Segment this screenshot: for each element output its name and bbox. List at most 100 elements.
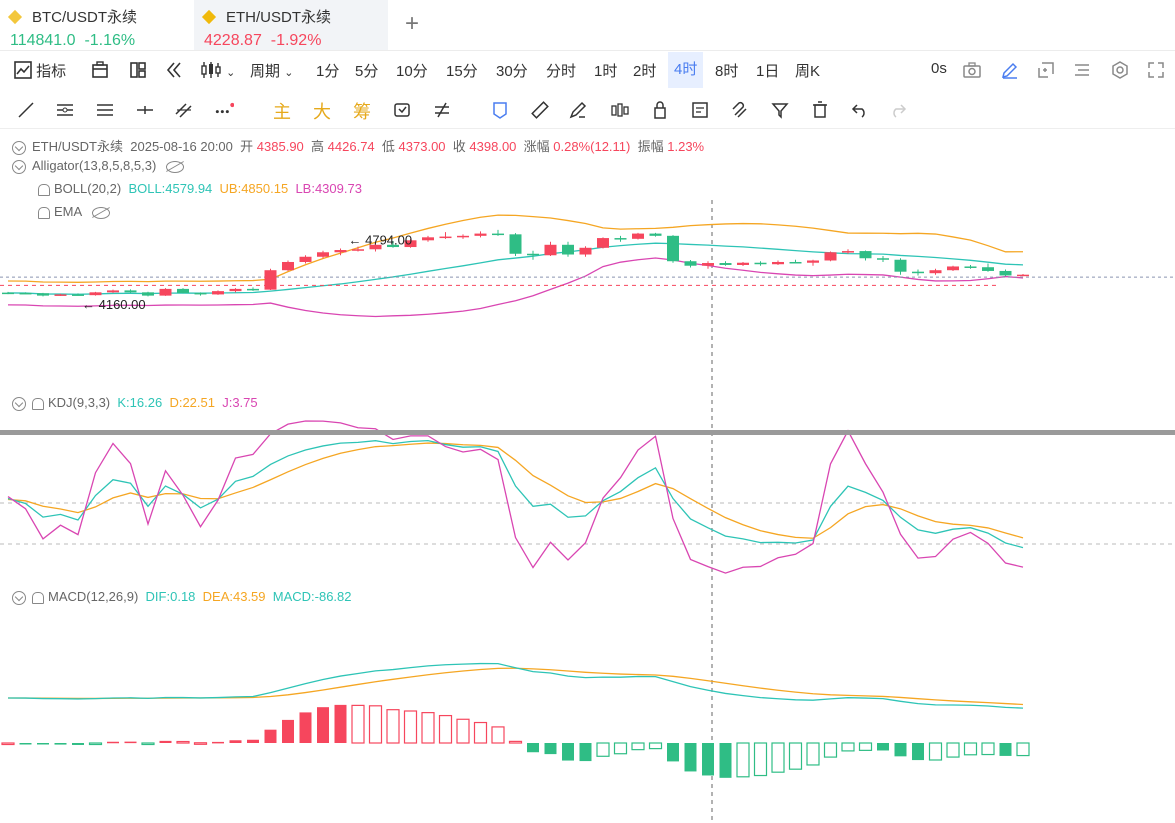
macd-bar-0 bbox=[1, 742, 15, 746]
filter-icon[interactable] bbox=[770, 100, 790, 120]
interval-8[interactable]: 4时 bbox=[668, 52, 704, 88]
compare-icon[interactable] bbox=[432, 100, 452, 120]
candle-body bbox=[299, 256, 312, 262]
kdj-j-line bbox=[7, 420, 1024, 574]
brush-icon[interactable] bbox=[568, 100, 588, 120]
indicator-chart-icon bbox=[14, 61, 32, 79]
candles-pattern-icon[interactable] bbox=[610, 100, 630, 120]
kdj-d-line bbox=[7, 442, 1024, 539]
candle-30 bbox=[527, 250, 539, 260]
indicators-button[interactable]: 指标 bbox=[14, 60, 66, 81]
parallel-lines-icon[interactable] bbox=[95, 100, 115, 120]
candle-21 bbox=[369, 243, 382, 252]
interval-9[interactable]: 8时 bbox=[715, 63, 739, 80]
interval-0[interactable]: 1分 bbox=[316, 63, 340, 80]
candle-2 bbox=[37, 292, 49, 297]
interval-5[interactable]: 分时 bbox=[546, 63, 577, 80]
collapse-icon[interactable] bbox=[12, 159, 26, 174]
interval-7[interactable]: 2时 bbox=[633, 63, 657, 80]
bookmark-icon[interactable] bbox=[490, 100, 510, 120]
delete-icon[interactable] bbox=[810, 100, 830, 120]
macd-bar-51 bbox=[894, 743, 907, 757]
high-value: 4426.74 bbox=[327, 139, 375, 154]
candle-body bbox=[737, 262, 749, 265]
eye-hidden-icon[interactable] bbox=[92, 206, 111, 219]
interval-11[interactable]: 周K bbox=[795, 63, 821, 80]
candle-body bbox=[492, 233, 504, 236]
interval-2[interactable]: 10分 bbox=[396, 63, 428, 80]
horizontal-channel-icon[interactable] bbox=[55, 100, 75, 120]
interval-10[interactable]: 1日 bbox=[756, 63, 780, 80]
price-chart[interactable]: ← 4794.00 ← 4160.00 bbox=[0, 130, 1175, 823]
candle-29 bbox=[509, 233, 522, 257]
candle-52 bbox=[912, 269, 924, 276]
fullscreen-icon[interactable] bbox=[1146, 60, 1166, 80]
eye-hidden-icon[interactable] bbox=[166, 160, 185, 173]
chart-type-dropdown[interactable]: ⌄ bbox=[200, 60, 235, 80]
fib-channel-icon[interactable] bbox=[174, 100, 194, 120]
bell-icon[interactable] bbox=[32, 591, 44, 604]
add-tab-button[interactable]: + bbox=[405, 10, 420, 37]
bell-icon[interactable] bbox=[38, 183, 50, 196]
drawing-toolbar: 主 大 筹 bbox=[0, 92, 1175, 129]
magnet-icon[interactable] bbox=[730, 100, 750, 120]
interval-3[interactable]: 15分 bbox=[446, 63, 478, 80]
candle-body bbox=[369, 244, 382, 250]
period-dropdown[interactable]: 周期 ⌄ bbox=[250, 60, 293, 81]
tab-btc-usdt[interactable]: BTC/USDT永续 114841.0 -1.16% bbox=[0, 0, 190, 50]
macd-bar-44 bbox=[771, 742, 785, 773]
macd-bar-54 bbox=[946, 742, 960, 758]
collapse-icon[interactable] bbox=[12, 396, 26, 411]
horizontal-ray-icon[interactable] bbox=[135, 100, 155, 120]
interval-6[interactable]: 1时 bbox=[594, 63, 618, 80]
pane-divider[interactable] bbox=[0, 430, 1175, 435]
layout-icon[interactable] bbox=[128, 60, 148, 80]
redo-icon[interactable] bbox=[888, 100, 908, 120]
lock-icon[interactable] bbox=[650, 100, 670, 120]
settings-icon[interactable] bbox=[1110, 60, 1130, 80]
chip-toggle[interactable]: 筹 bbox=[353, 102, 371, 122]
bell-icon[interactable] bbox=[32, 397, 44, 410]
candle-23 bbox=[404, 238, 417, 248]
macd-bar-8 bbox=[141, 742, 155, 746]
interval-4[interactable]: 30分 bbox=[496, 63, 528, 80]
chevron-down-icon: ⌄ bbox=[284, 67, 294, 79]
candle-26 bbox=[457, 234, 469, 239]
macd-bar-55 bbox=[963, 742, 978, 756]
macd-bar-45 bbox=[788, 742, 803, 770]
candle-4 bbox=[72, 293, 84, 296]
candle-body bbox=[282, 261, 294, 271]
collapse-icon[interactable] bbox=[12, 140, 26, 155]
ruler-icon[interactable] bbox=[530, 100, 550, 120]
pen-icon[interactable] bbox=[1000, 60, 1020, 80]
tab-price: 4228.87 bbox=[204, 32, 262, 49]
switch-icon[interactable] bbox=[392, 100, 412, 120]
collapse-icon[interactable] bbox=[12, 590, 26, 605]
low-label: 低 bbox=[381, 139, 395, 154]
ohlc-legend: ETH/USDT永续 2025-08-16 20:00 开 4385.90 高 … bbox=[12, 136, 704, 155]
macd-bar-5 bbox=[88, 742, 103, 746]
macd-bar-11 bbox=[193, 742, 208, 745]
template-icon[interactable] bbox=[90, 60, 110, 80]
candle-48 bbox=[842, 249, 854, 254]
tab-change: -1.92% bbox=[270, 32, 322, 49]
bell-icon[interactable] bbox=[38, 206, 50, 219]
big-order-toggle[interactable]: 大 bbox=[313, 102, 331, 122]
camera-icon[interactable] bbox=[962, 60, 982, 80]
undo-icon[interactable] bbox=[850, 100, 870, 120]
candle-body bbox=[474, 233, 487, 236]
main-chart-toggle[interactable]: 主 bbox=[273, 102, 291, 122]
kdj-k-line bbox=[7, 439, 1024, 549]
trend-line-icon[interactable] bbox=[16, 100, 36, 120]
add-window-icon[interactable] bbox=[1036, 60, 1056, 80]
replay-icon[interactable] bbox=[164, 60, 184, 80]
list-icon[interactable] bbox=[1072, 60, 1092, 80]
note-icon[interactable] bbox=[690, 100, 710, 120]
more-tools-icon[interactable] bbox=[214, 100, 234, 120]
interval-1[interactable]: 5分 bbox=[355, 63, 379, 80]
candle-body bbox=[667, 235, 679, 262]
macd-bar-47 bbox=[823, 742, 838, 758]
candle-body bbox=[509, 234, 522, 254]
tab-eth-usdt[interactable]: ETH/USDT永续 4228.87 -1.92% bbox=[194, 0, 388, 50]
candle-36 bbox=[632, 232, 644, 240]
